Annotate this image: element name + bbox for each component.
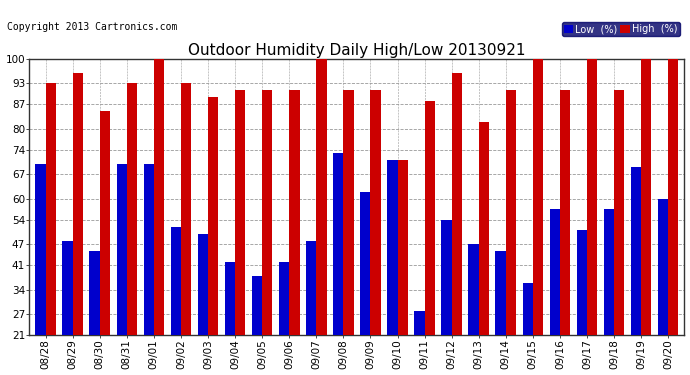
Bar bbox=[658, 199, 668, 335]
Bar bbox=[154, 59, 164, 335]
Bar bbox=[442, 220, 452, 335]
Bar bbox=[360, 192, 371, 335]
Bar bbox=[604, 210, 614, 335]
Bar bbox=[306, 241, 316, 335]
Bar bbox=[577, 231, 587, 335]
Bar bbox=[117, 164, 127, 335]
Bar bbox=[452, 73, 462, 335]
Bar bbox=[170, 227, 181, 335]
Bar bbox=[198, 234, 208, 335]
Bar bbox=[181, 84, 191, 335]
Bar bbox=[506, 90, 516, 335]
Bar bbox=[316, 59, 326, 335]
Text: Copyright 2013 Cartronics.com: Copyright 2013 Cartronics.com bbox=[7, 22, 177, 33]
Bar bbox=[344, 90, 354, 335]
Bar bbox=[225, 262, 235, 335]
Bar bbox=[100, 111, 110, 335]
Bar bbox=[469, 244, 479, 335]
Bar bbox=[550, 210, 560, 335]
Bar bbox=[289, 90, 299, 335]
Bar bbox=[333, 153, 344, 335]
Bar bbox=[35, 164, 46, 335]
Bar bbox=[424, 101, 435, 335]
Bar bbox=[587, 59, 598, 335]
Bar bbox=[414, 311, 424, 335]
Bar bbox=[208, 98, 218, 335]
Bar bbox=[90, 251, 100, 335]
Bar bbox=[479, 122, 489, 335]
Bar bbox=[252, 276, 262, 335]
Bar bbox=[279, 262, 289, 335]
Bar bbox=[262, 90, 273, 335]
Bar bbox=[62, 241, 72, 335]
Bar bbox=[127, 84, 137, 335]
Bar bbox=[522, 283, 533, 335]
Bar bbox=[235, 90, 246, 335]
Bar bbox=[641, 59, 651, 335]
Bar bbox=[668, 59, 678, 335]
Bar bbox=[495, 251, 506, 335]
Bar bbox=[371, 90, 381, 335]
Bar bbox=[533, 59, 543, 335]
Bar bbox=[72, 73, 83, 335]
Bar bbox=[614, 90, 624, 335]
Bar bbox=[631, 168, 641, 335]
Bar bbox=[560, 90, 570, 335]
Bar bbox=[144, 164, 154, 335]
Legend: Low  (%), High  (%): Low (%), High (%) bbox=[562, 22, 680, 36]
Bar bbox=[397, 160, 408, 335]
Bar bbox=[46, 84, 56, 335]
Title: Outdoor Humidity Daily High/Low 20130921: Outdoor Humidity Daily High/Low 20130921 bbox=[188, 43, 526, 58]
Bar bbox=[387, 160, 397, 335]
